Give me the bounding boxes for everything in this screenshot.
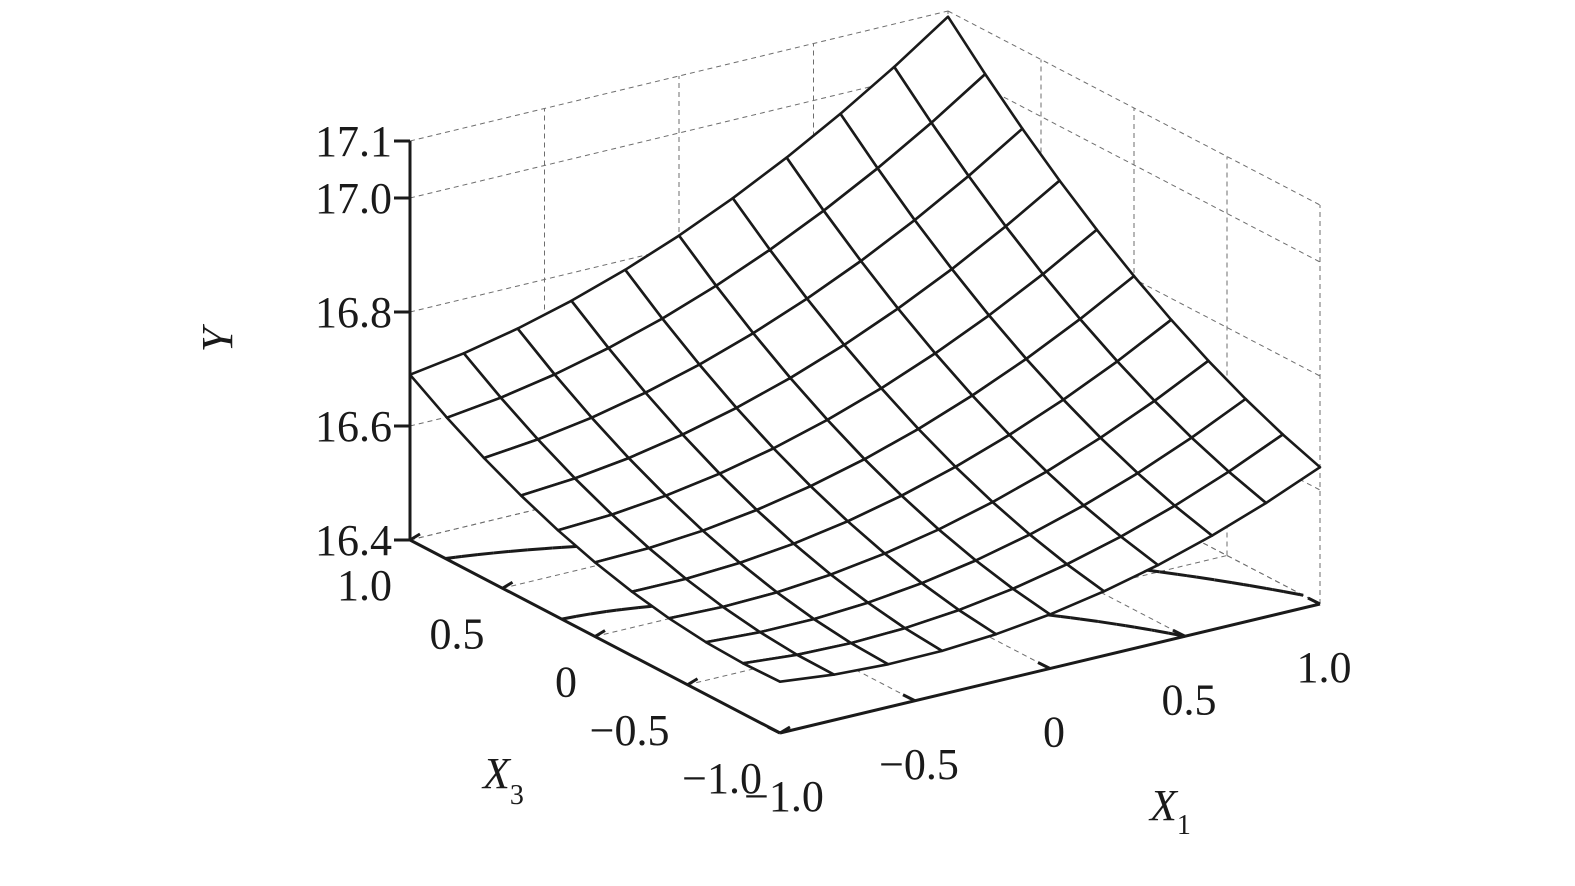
contour-segment <box>461 553 478 559</box>
x1-tick <box>1037 661 1051 670</box>
x1-axis-title-subscript: 1 <box>1177 810 1191 841</box>
x3-tick-label: 0.5 <box>430 609 485 658</box>
contour-segment <box>1272 588 1284 594</box>
x3-axis-title-subscript: 3 <box>510 780 524 811</box>
x3-axis-title-main: X <box>481 749 512 798</box>
x1-tick <box>1307 596 1321 606</box>
x1-tick <box>1172 628 1186 638</box>
contour-segment <box>1299 593 1304 597</box>
contour-segment <box>527 547 545 552</box>
contour-segment <box>1266 587 1273 592</box>
x3-tick <box>594 629 606 638</box>
surface-cell <box>741 653 836 684</box>
contour-segment <box>477 551 495 557</box>
contour-segment <box>1186 574 1197 579</box>
surface-mesh <box>408 15 1322 684</box>
contour-segment <box>616 607 623 612</box>
grid-line <box>947 10 1321 206</box>
contour-segment <box>1283 590 1301 597</box>
x1-tick-label: 0.5 <box>1162 675 1217 724</box>
x3-tick <box>409 532 421 542</box>
contour-segment <box>1098 620 1118 626</box>
contour-segment <box>605 608 617 614</box>
x3-axis-title: X3 <box>481 749 524 811</box>
z-axis-title: Y <box>193 323 242 352</box>
contour-segment <box>1159 570 1178 576</box>
tick-labels: 16.416.616.817.017.1−1.0−0.500.51.0−1.0−… <box>315 117 1352 821</box>
x1-tick-label: 0 <box>1043 708 1065 757</box>
z-tick-label: 16.4 <box>315 516 392 565</box>
grid-line <box>409 67 949 199</box>
contour-segment <box>1214 578 1233 585</box>
contour-segment <box>1070 616 1081 621</box>
contour-segment <box>561 614 577 621</box>
x1-tick-label: −1.0 <box>744 772 824 821</box>
contour-segment <box>1079 617 1098 623</box>
x3-tick-label: 0 <box>555 658 577 707</box>
contour-segment <box>552 545 563 550</box>
x1-tick-label: −0.5 <box>879 740 959 789</box>
axes <box>394 139 1321 735</box>
contour-segment <box>1177 572 1188 578</box>
grid-line <box>947 67 1321 263</box>
contour-segment <box>1154 629 1169 635</box>
contour-segment <box>590 610 607 616</box>
contour-segment <box>544 546 553 551</box>
x3-tick <box>686 677 699 687</box>
x3-tick-label: −1.0 <box>682 754 762 803</box>
z-tick-label: 17.1 <box>315 117 392 166</box>
x1-tick <box>767 725 781 735</box>
x1-tick-label: 1.0 <box>1297 643 1352 692</box>
contour-segment <box>1116 622 1126 628</box>
contour-segment <box>1060 615 1072 620</box>
x3-tick-label: 1.0 <box>337 561 392 610</box>
contour-segment <box>1134 625 1153 632</box>
contour-segment <box>1125 624 1135 629</box>
x3-tick <box>779 725 791 735</box>
contour-segment <box>455 555 462 559</box>
z-tick-label: 17.0 <box>315 174 392 223</box>
grid-line <box>409 10 949 142</box>
x1-axis-title-main: X <box>1148 781 1179 830</box>
x3-tick-label: −0.5 <box>590 706 670 755</box>
x3-tick <box>501 580 514 590</box>
contour-segment <box>1242 582 1250 587</box>
x1-tick <box>902 693 916 703</box>
contour-segment <box>1231 581 1244 586</box>
x1-axis-title: X1 <box>1148 781 1191 841</box>
contour-segment <box>1249 584 1267 590</box>
contour-segment <box>510 548 528 553</box>
z-tick-label: 16.6 <box>315 402 392 451</box>
contour-segment <box>493 550 509 555</box>
contour-segment <box>575 612 592 618</box>
contour-segment <box>621 606 639 611</box>
contour-segment <box>1195 575 1215 582</box>
z-tick-label: 16.8 <box>315 288 392 337</box>
